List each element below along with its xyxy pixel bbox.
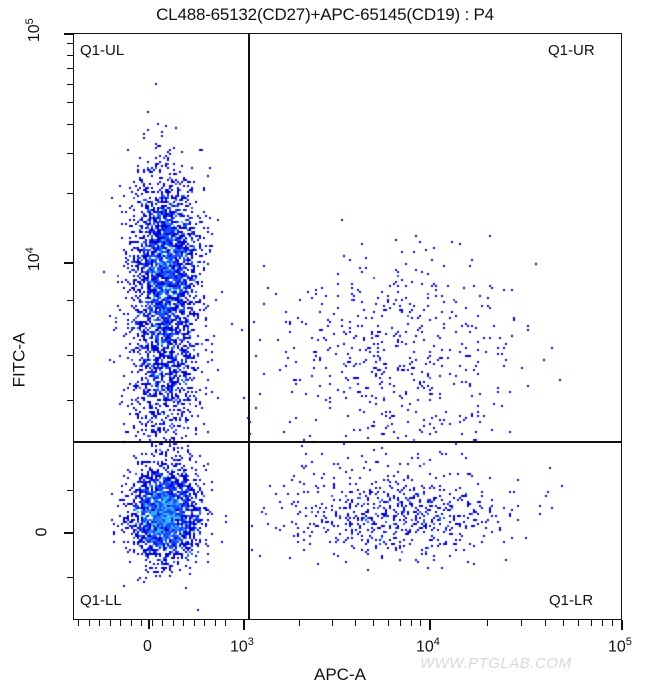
tick-mark bbox=[602, 620, 603, 626]
tick-mark bbox=[487, 620, 488, 626]
tick-mark bbox=[204, 620, 205, 626]
tick-mark bbox=[388, 620, 389, 626]
tick-mark bbox=[591, 620, 592, 626]
tick-mark bbox=[194, 620, 195, 626]
tick-mark bbox=[64, 262, 73, 264]
tick-mark bbox=[173, 620, 174, 626]
tick-mark bbox=[141, 620, 142, 626]
quadrant-gate-horizontal[interactable] bbox=[73, 441, 622, 443]
tick-mark bbox=[183, 620, 184, 626]
tick-mark bbox=[67, 355, 73, 356]
tick-mark bbox=[78, 620, 79, 626]
x-tick-label-1e4: 104 bbox=[416, 636, 440, 656]
y-tick-label-0: 0 bbox=[33, 527, 51, 537]
tick-mark bbox=[521, 620, 522, 626]
tick-mark bbox=[429, 620, 431, 630]
quadrant-gate-vertical[interactable] bbox=[248, 33, 250, 620]
quadrant-label-ur: Q1-UR bbox=[548, 42, 595, 59]
quadrant-label-ll: Q1-LL bbox=[80, 592, 122, 609]
x-axis-title: APC-A bbox=[314, 665, 366, 684]
tick-mark bbox=[148, 620, 150, 629]
tick-mark bbox=[215, 620, 216, 626]
tick-mark bbox=[120, 620, 121, 626]
tick-mark bbox=[225, 620, 226, 626]
x-tick-label-0: 0 bbox=[143, 638, 152, 655]
tick-mark bbox=[67, 55, 73, 56]
y-tick-label-1e4: 104 bbox=[23, 247, 44, 272]
x-tick-label-1e3: 103 bbox=[230, 636, 254, 656]
tick-mark bbox=[67, 102, 73, 103]
tick-mark bbox=[299, 620, 300, 626]
tick-mark bbox=[67, 153, 73, 154]
tick-mark bbox=[67, 400, 73, 401]
tick-mark bbox=[67, 68, 73, 69]
y-tick-label-1e5: 105 bbox=[23, 18, 44, 43]
tick-mark bbox=[612, 620, 613, 626]
tick-mark bbox=[67, 490, 73, 491]
tick-mark bbox=[578, 620, 579, 626]
tick-mark bbox=[162, 620, 163, 626]
tick-mark bbox=[621, 620, 623, 630]
quadrant-label-lr: Q1-LR bbox=[549, 592, 594, 609]
y-axis-title: FITC-A bbox=[9, 332, 29, 388]
tick-mark bbox=[64, 532, 73, 534]
x-tick-label-1e5: 105 bbox=[608, 636, 632, 656]
tick-mark bbox=[131, 620, 132, 626]
tick-mark bbox=[545, 620, 546, 626]
tick-mark bbox=[243, 620, 245, 630]
tick-mark bbox=[332, 620, 333, 626]
tick-mark bbox=[67, 84, 73, 85]
tick-mark bbox=[67, 193, 73, 194]
watermark: WWW.PTGLAB.COM bbox=[420, 655, 572, 672]
tick-mark bbox=[64, 33, 73, 35]
tick-mark bbox=[67, 577, 73, 578]
tick-mark bbox=[400, 620, 401, 626]
tick-mark bbox=[152, 620, 153, 626]
tick-mark bbox=[411, 620, 412, 626]
tick-mark bbox=[110, 620, 111, 626]
tick-mark bbox=[355, 620, 356, 626]
tick-mark bbox=[67, 300, 73, 301]
tick-mark bbox=[67, 124, 73, 125]
tick-mark bbox=[373, 620, 374, 626]
tick-mark bbox=[67, 43, 73, 44]
tick-mark bbox=[420, 620, 421, 626]
tick-mark bbox=[99, 620, 100, 626]
quadrant-label-ul: Q1-UL bbox=[80, 42, 125, 59]
tick-mark bbox=[89, 620, 90, 626]
tick-mark bbox=[563, 620, 564, 626]
scatter-points bbox=[73, 33, 622, 620]
chart-title: CL488-65132(CD27)+APC-65145(CD19) : P4 bbox=[156, 5, 494, 24]
